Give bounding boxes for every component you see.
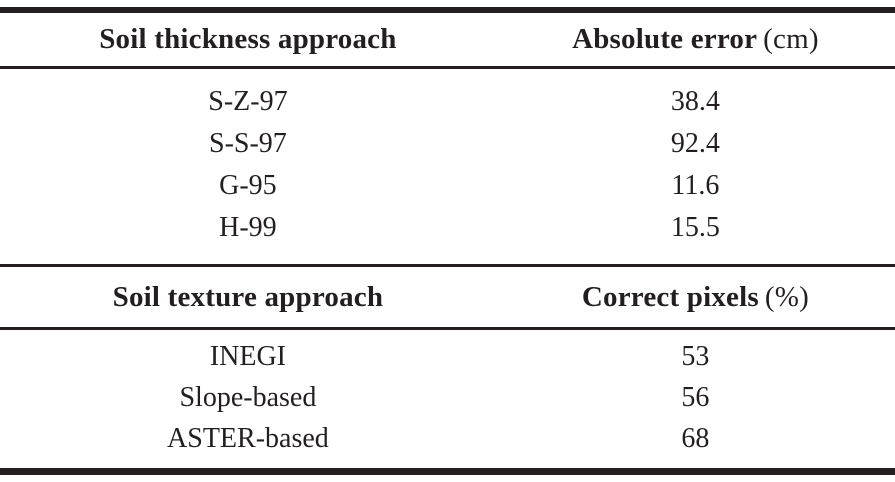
section-divider-rule — [0, 264, 895, 267]
soil-texture-body: INEGI 53 Slope-based 56 ASTER-based 68 — [0, 330, 895, 468]
correct-pixels-label: Correct pixels — [581, 280, 759, 313]
table-top-rule — [0, 7, 895, 13]
value-cell: 15.5 — [670, 212, 720, 243]
value-cell: 53 — [681, 340, 710, 372]
table-row: INEGI 53 — [0, 336, 895, 377]
table-row: S-S-97 92.4 — [0, 123, 895, 165]
soil-thickness-header-rule — [0, 66, 895, 69]
column-header-soil-texture-approach: Soil texture approach — [112, 280, 384, 313]
table-bottom-rule — [0, 468, 895, 475]
column-header-absolute-error: Absolute error (cm) — [496, 25, 895, 54]
approach-cell: H-99 — [219, 212, 277, 243]
table-row: Slope-based 56 — [0, 377, 895, 418]
soil-thickness-body: S-Z-97 38.4 S-S-97 92.4 G-95 11.6 H-99 1… — [0, 69, 895, 264]
absolute-error-unit: (cm) — [763, 23, 819, 55]
table-row: S-Z-97 38.4 — [0, 81, 895, 123]
approach-cell: S-S-97 — [209, 128, 287, 159]
column-header-soil-thickness-approach: Soil thickness approach — [99, 23, 397, 55]
soil-texture-header-row: Soil texture approach Correct pixels (%) — [0, 267, 895, 327]
approach-cell: Slope-based — [179, 381, 317, 413]
value-cell: 11.6 — [671, 170, 720, 201]
table-row: G-95 11.6 — [0, 165, 895, 207]
value-cell: 38.4 — [670, 86, 720, 117]
column-header-correct-pixels: Correct pixels (%) — [496, 280, 895, 313]
table-row: ASTER-based 68 — [0, 418, 895, 459]
correct-pixels-unit: (%) — [764, 280, 809, 313]
approach-cell: INEGI — [209, 340, 287, 372]
soil-thickness-header-row: Soil thickness approach Absolute error (c… — [0, 13, 895, 66]
approach-cell: ASTER-based — [167, 422, 329, 454]
table-row: H-99 15.5 — [0, 207, 895, 249]
value-cell: 92.4 — [670, 128, 720, 159]
soil-texture-header-rule — [0, 327, 895, 330]
approach-cell: G-95 — [219, 170, 277, 201]
approach-cell: S-Z-97 — [208, 86, 288, 117]
absolute-error-label: Absolute error — [572, 23, 758, 55]
value-cell: 68 — [681, 422, 710, 454]
value-cell: 56 — [681, 381, 710, 413]
